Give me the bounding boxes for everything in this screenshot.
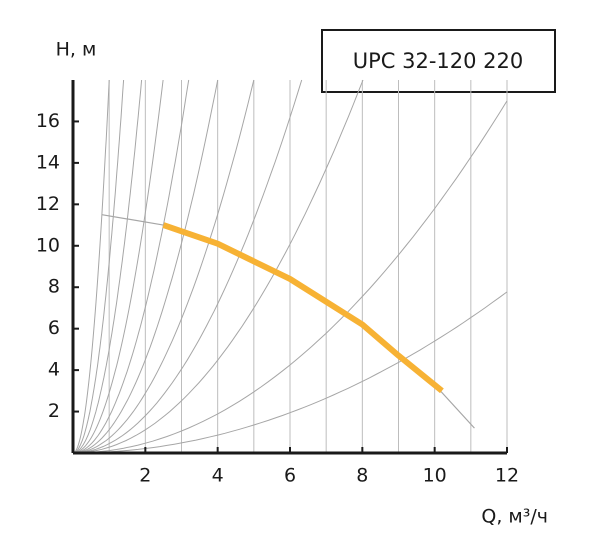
system-curve — [72, 79, 303, 454]
title-box — [321, 29, 556, 93]
x-axis-label: Q, м³/ч — [481, 506, 548, 528]
x-tick-label: 8 — [356, 465, 368, 487]
y-tick-label: 2 — [48, 400, 60, 422]
operating-curve — [162, 222, 444, 394]
y-tick-label: 8 — [48, 276, 60, 298]
system-curve — [72, 79, 255, 454]
y-tick-label: 10 — [36, 234, 60, 256]
y-tick-label: 14 — [36, 151, 60, 173]
x-tick-label: 4 — [212, 465, 224, 487]
system-curve — [72, 100, 508, 454]
x-tick-label: 12 — [495, 465, 519, 487]
y-tick-label: 12 — [36, 193, 60, 215]
y-tick-label: 4 — [48, 359, 60, 381]
system-curve — [72, 79, 364, 454]
y-tick-label: 16 — [36, 110, 60, 132]
chart-title: UPC 32-120 220 — [353, 49, 524, 73]
system-curve — [72, 79, 143, 454]
y-tick-label: 6 — [48, 317, 60, 339]
system-curve — [72, 79, 110, 454]
x-tick-label: 2 — [139, 465, 151, 487]
system-curve — [72, 79, 190, 454]
system-curve — [72, 79, 164, 454]
x-tick-label: 10 — [423, 465, 447, 487]
y-axis-label: H, м — [56, 39, 97, 61]
system-curve — [72, 79, 219, 454]
x-tick-label: 6 — [284, 465, 296, 487]
system-curve — [72, 79, 125, 454]
